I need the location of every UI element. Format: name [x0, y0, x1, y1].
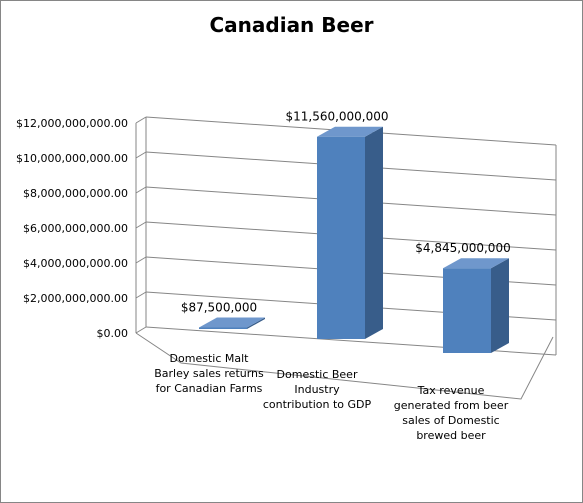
data-label: $11,560,000,000 — [285, 110, 388, 124]
floor-outline — [135, 332, 554, 400]
gridline-side — [135, 256, 147, 264]
bar-side — [491, 258, 509, 353]
y-tick-label: $10,000,000,000.00 — [16, 152, 128, 165]
y-tick-label: $8,000,000,000.00 — [23, 187, 128, 200]
gridline-side — [135, 151, 147, 159]
bar-side — [365, 126, 383, 339]
category-label: Barley sales returns — [154, 367, 264, 380]
category-label: for Canadian Farms — [156, 382, 263, 395]
gridline-side — [135, 326, 147, 334]
bar-front — [443, 268, 491, 353]
category-label: Domestic Beer — [277, 368, 358, 381]
bar-top — [199, 317, 265, 328]
bar-top — [317, 126, 383, 137]
category-label: brewed beer — [416, 429, 486, 442]
category-label: Tax revenue — [417, 384, 485, 397]
y-tick-label: $4,000,000,000.00 — [23, 257, 128, 270]
bar-side — [247, 317, 265, 329]
category-label: generated from beer — [394, 399, 509, 412]
gridline-side — [135, 116, 147, 124]
category-label: Industry — [294, 383, 340, 396]
data-label: $4,845,000,000 — [415, 241, 510, 255]
bar-front — [317, 136, 365, 339]
category-label: contribution to GDP — [263, 398, 372, 411]
data-label: $87,500,000 — [181, 300, 257, 314]
category-label: sales of Domestic — [402, 414, 499, 427]
bar-front — [199, 327, 247, 329]
y-tick-label: $2,000,000,000.00 — [23, 292, 128, 305]
gridline-side — [135, 186, 147, 194]
chart-title: Canadian Beer — [209, 13, 374, 37]
y-tick-label: $0.00 — [97, 327, 129, 340]
category-label: Domestic Malt — [170, 352, 250, 365]
gridline-side — [135, 291, 147, 299]
y-tick-label: $12,000,000,000.00 — [16, 117, 128, 130]
y-tick-label: $6,000,000,000.00 — [23, 222, 128, 235]
bar-top — [443, 258, 509, 269]
gridline-side — [135, 221, 147, 229]
